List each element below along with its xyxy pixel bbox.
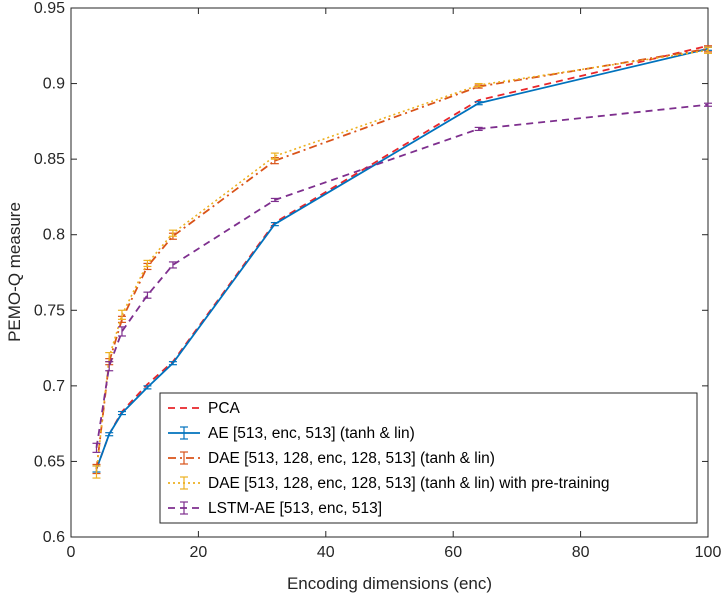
x-tick-label: 0: [67, 544, 76, 561]
legend-item-4: LSTM-AE [513, enc, 513]: [168, 500, 382, 517]
legend-label: PCA: [208, 400, 241, 417]
legend-item-3: DAE [513, 128, enc, 128, 513] (tanh & li…: [168, 475, 610, 492]
x-axis-label: Encoding dimensions (enc): [287, 574, 492, 593]
y-tick-label: 0.65: [34, 453, 65, 470]
legend-box: [159, 392, 698, 524]
legend-item-0: PCA: [168, 400, 241, 417]
series-1: [92, 46, 712, 473]
y-tick-label: 0.75: [34, 302, 65, 319]
axis-ticks: 0 20 40 60 80 100 0.6 0.65 0.7 0.75 0.8 0.85 0.9 0.95: [34, 0, 722, 561]
y-tick-label: 0.95: [34, 0, 65, 17]
x-tick-label: 40: [317, 544, 335, 561]
x-tick-label: 60: [444, 544, 462, 561]
legend-label: DAE [513, 128, enc, 128, 513] (tanh & li…: [208, 450, 495, 467]
y-tick-label: 0.9: [43, 76, 65, 93]
legend-label: AE [513, enc, 513] (tanh & lin): [208, 425, 415, 442]
y-tick-label: 0.85: [34, 151, 65, 168]
y-tick-label: 0.8: [43, 227, 65, 244]
series-line: [95, 103, 709, 448]
y-tick-label: 0.7: [43, 378, 65, 395]
x-tick-label: 20: [190, 544, 208, 561]
legend-item-1: AE [513, enc, 513] (tanh & lin): [168, 425, 415, 442]
x-tick-label: 100: [695, 544, 722, 561]
legend: PCA AE [513, enc, 513] (tanh & lin) DAE [5…: [159, 392, 698, 524]
y-tick-label: 0.6: [43, 529, 65, 546]
series-4: [92, 102, 712, 453]
series-line: [95, 47, 709, 470]
x-tick-label: 80: [572, 544, 590, 561]
series-line: [95, 49, 709, 473]
legend-label: DAE [513, 128, enc, 128, 513] (tanh & li…: [208, 475, 610, 492]
series-layer: [92, 44, 712, 479]
legend-item-2: DAE [513, 128, enc, 128, 513] (tanh & li…: [168, 450, 495, 467]
y-axis-label: PEMO-Q measure: [5, 202, 24, 342]
legend-label: LSTM-AE [513, enc, 513]: [208, 500, 382, 517]
series-line: [95, 47, 709, 470]
